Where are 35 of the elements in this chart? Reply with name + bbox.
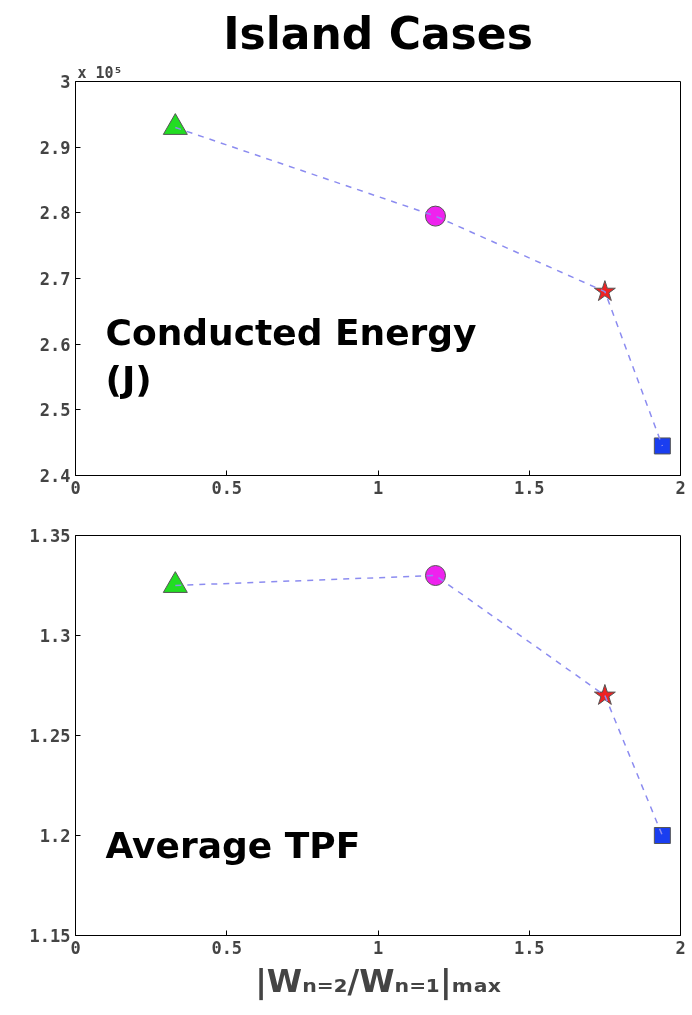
x-tick-label: 2 (675, 937, 686, 958)
y-tick-label: 2.4 (39, 466, 71, 486)
point (162, 571, 188, 593)
x-tick-label: 1.5 (513, 937, 545, 958)
chart-title: Island Cases (223, 7, 533, 59)
point (653, 827, 671, 844)
y-tick-label: 3 (60, 72, 71, 92)
y-tick-label: 1.15 (29, 926, 71, 946)
x-tick-label: 1 (372, 477, 384, 498)
x-tick-label: 0 (70, 937, 81, 958)
point (593, 280, 616, 302)
y-tick-label: 2.7 (39, 269, 71, 289)
point (162, 113, 188, 135)
x-tick-label: 1 (372, 937, 384, 958)
point (424, 565, 446, 586)
y-tick-label: 1.3 (39, 626, 71, 646)
y-tick-label: 1.2 (39, 826, 71, 846)
y-tick-label: 2.6 (39, 334, 71, 355)
point (653, 437, 671, 455)
y-tick-label: 2.5 (39, 400, 71, 421)
text: x 10⁵ (77, 63, 123, 82)
x-tick-label: 0.5 (211, 937, 243, 958)
y-tick-label: 1.35 (29, 526, 71, 546)
x-axis-title: |Wₙ₌₂/Wₙ₌₁|ₘₐₓ (255, 961, 501, 1001)
point (593, 684, 616, 705)
annotation: Conducted Energy (J) (105, 312, 477, 401)
x-tick-label: 0.5 (211, 477, 243, 498)
x-tick-label: 1.5 (513, 477, 545, 498)
annotation: Average TPF (105, 824, 361, 866)
y-tick-label: 2.8 (39, 203, 71, 224)
x-tick-label: 0 (70, 477, 81, 498)
point (424, 205, 446, 227)
x-tick-label: 2 (675, 477, 686, 498)
y-tick-label: 2.9 (39, 137, 71, 158)
y-tick-label: 1.25 (29, 726, 71, 746)
